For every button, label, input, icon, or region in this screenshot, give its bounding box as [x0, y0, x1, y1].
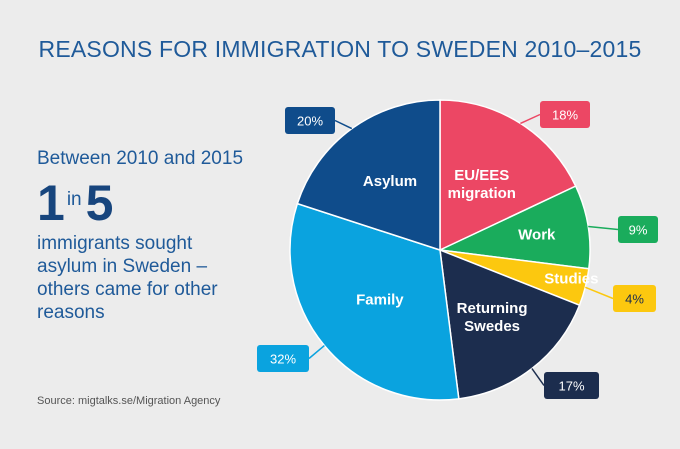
value-box-asylum: [285, 107, 335, 134]
slice-label-studies: Studies: [544, 271, 598, 288]
value-box-work: [618, 216, 658, 243]
slice-label-family: Family: [356, 292, 404, 309]
value-label-eu-ees-migration: 18%: [552, 108, 578, 123]
slice-labels: EU/EES migration Work Studies Returning Swede…: [356, 167, 598, 335]
value-box-studies: [613, 285, 656, 312]
slice-family: [289, 202, 460, 401]
leader-line-family: [308, 345, 325, 360]
stat-word: in: [66, 189, 82, 210]
chart-title: REASONS FOR IMMIGRATION TO SWEDEN 2010–2…: [38, 36, 642, 62]
stat-number-2: 5: [85, 175, 114, 231]
value-callouts: 18% 9% 4% 17% 32% 20%: [257, 101, 658, 399]
value-label-family: 32%: [270, 352, 296, 367]
leader-line-work: [588, 225, 619, 231]
slice-label-returning-swedes: Returning Swedes: [457, 300, 528, 335]
value-label-work: 9%: [629, 223, 648, 238]
pie-slices: [289, 99, 591, 401]
value-label-returning-swedes: 17%: [558, 379, 584, 394]
leader-line-returning-swedes: [531, 368, 545, 386]
slice-label-work: Work: [518, 227, 556, 244]
summary-panel: Between 2010 and 2015 1 in5 immigrants so…: [37, 148, 252, 324]
value-label-studies: 4%: [625, 292, 644, 307]
value-box-eu-ees-migration: [540, 101, 590, 128]
leader-line-studies: [585, 286, 614, 300]
leader-line-asylum: [334, 119, 353, 130]
stat-description: immigrants sought asylum in Sweden – oth…: [37, 233, 218, 323]
slice-work: [437, 185, 591, 270]
slice-label-asylum: Asylum: [363, 173, 417, 190]
stat-row: 1 in5: [37, 174, 252, 231]
intro-text: Between 2010 and 2015: [37, 148, 244, 169]
value-label-asylum: 20%: [297, 114, 323, 129]
leader-line-eu-ees-migration: [520, 113, 541, 125]
slice-label-eu-ees-migration: EU/EES migration: [448, 167, 516, 202]
stat-number-1: 1: [37, 175, 65, 231]
value-box-returning-swedes: [544, 372, 599, 399]
source-note: Source: migtalks.se/Migration Agency: [37, 395, 221, 407]
slice-eu-ees-migration: [439, 99, 577, 252]
slice-asylum: [296, 99, 441, 252]
value-box-family: [257, 345, 309, 372]
